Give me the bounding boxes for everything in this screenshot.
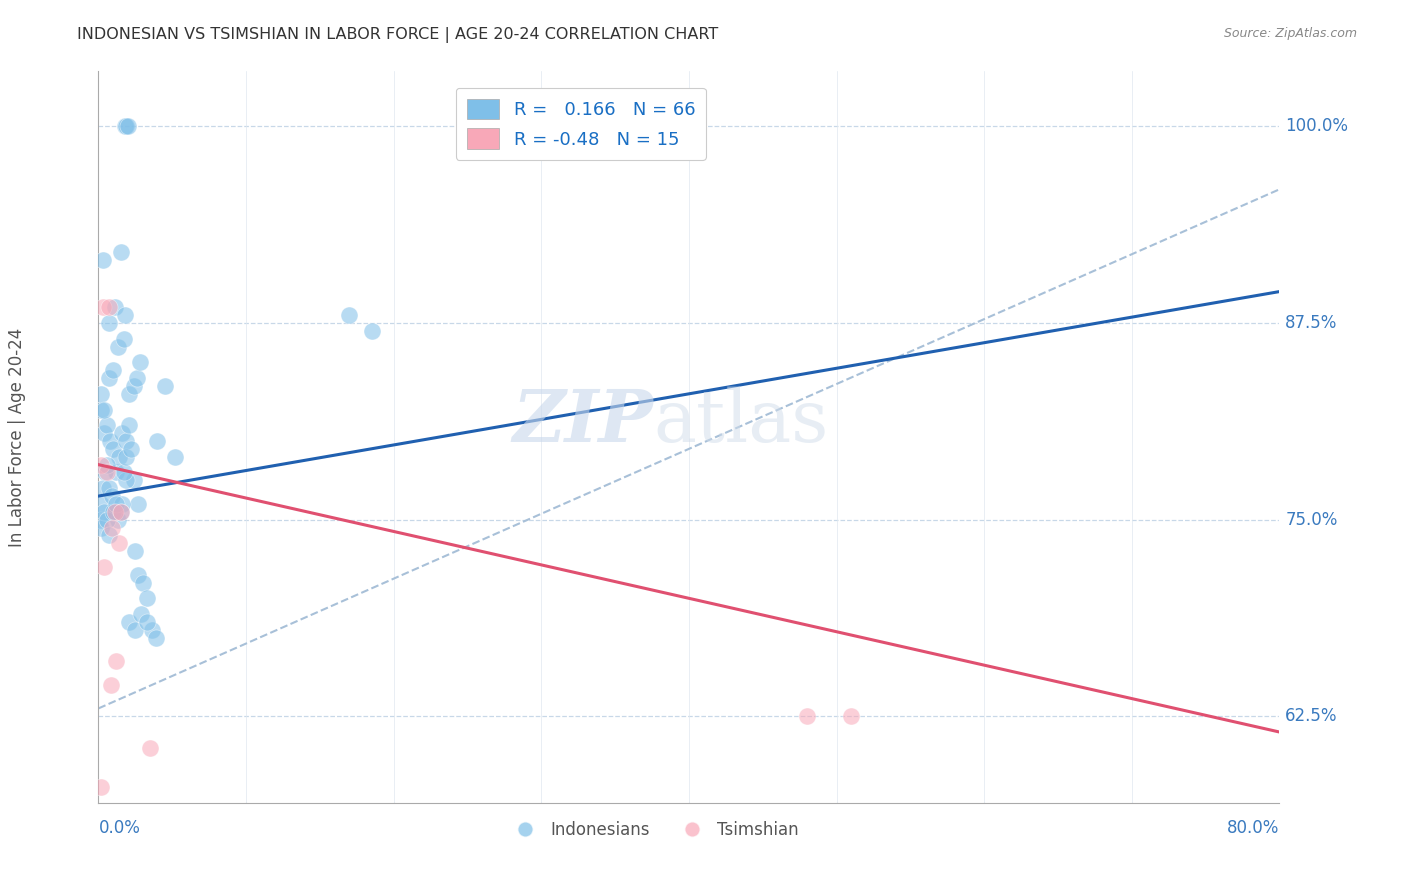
Point [360, 324, 382, 338]
Text: INDONESIAN VS TSIMSHIAN IN LABOR FORCE | AGE 20-24 CORRELATION CHART: INDONESIAN VS TSIMSHIAN IN LABOR FORCE |… [77, 27, 718, 43]
Point [100, 489, 122, 503]
Point [91, 301, 114, 315]
Point [127, 497, 149, 511]
Text: 80.0%: 80.0% [1227, 819, 1279, 837]
Point [112, 332, 135, 346]
Text: 62.5%: 62.5% [1285, 707, 1339, 725]
Point [93, 426, 115, 441]
Point [139, 740, 162, 755]
Point [153, 379, 176, 393]
Point [97, 316, 120, 330]
Point [132, 575, 155, 590]
Point [117, 120, 139, 134]
Point [111, 426, 134, 441]
Text: In Labor Force | Age 20-24: In Labor Force | Age 20-24 [8, 327, 27, 547]
Text: 0.0%: 0.0% [98, 819, 141, 837]
Point [100, 678, 122, 692]
Point [105, 466, 128, 480]
Legend: Indonesians, Tsimshian: Indonesians, Tsimshian [502, 814, 804, 846]
Point [122, 473, 145, 487]
Text: 100.0%: 100.0% [1285, 118, 1348, 136]
Point [115, 473, 138, 487]
Point [93, 402, 115, 417]
Point [136, 591, 159, 606]
Point [112, 466, 135, 480]
Point [103, 442, 125, 456]
Point [108, 536, 131, 550]
Text: Source: ZipAtlas.com: Source: ZipAtlas.com [1223, 27, 1357, 40]
Point [103, 505, 125, 519]
Point [114, 120, 136, 134]
Point [118, 387, 141, 401]
Point [90, 780, 112, 794]
Point [97, 301, 120, 315]
Point [90, 402, 112, 417]
Point [94, 466, 117, 480]
Point [90, 520, 112, 534]
Point [93, 559, 115, 574]
Point [96, 466, 118, 480]
Point [129, 607, 152, 621]
Point [91, 481, 114, 495]
Point [124, 623, 146, 637]
Point [110, 245, 132, 260]
Point [110, 505, 132, 519]
Point [93, 505, 115, 519]
Point [146, 434, 169, 448]
Point [141, 623, 163, 637]
Point [96, 513, 118, 527]
Point [110, 505, 132, 519]
Text: ZIP: ZIP [513, 386, 654, 457]
Point [89, 513, 111, 527]
Point [90, 497, 112, 511]
Point [114, 308, 136, 322]
Point [120, 442, 142, 456]
Point [105, 654, 128, 668]
Point [122, 379, 145, 393]
Point [127, 567, 149, 582]
Point [104, 301, 127, 315]
Point [136, 615, 159, 629]
Point [98, 481, 121, 495]
Point [108, 450, 131, 464]
Point [128, 355, 150, 369]
Text: 75.0%: 75.0% [1285, 510, 1337, 529]
Point [339, 308, 361, 322]
Point [111, 497, 134, 511]
Point [165, 450, 187, 464]
Point [104, 505, 127, 519]
Point [124, 544, 146, 558]
Point [90, 458, 112, 472]
Point [105, 497, 128, 511]
Point [115, 450, 138, 464]
Point [841, 709, 863, 723]
Point [101, 520, 124, 534]
Point [118, 418, 141, 433]
Point [96, 418, 118, 433]
Point [115, 434, 138, 448]
Point [125, 371, 148, 385]
Point [91, 253, 114, 268]
Point [115, 120, 138, 134]
Point [98, 528, 121, 542]
Point [796, 709, 818, 723]
Point [98, 434, 121, 448]
Point [118, 615, 141, 629]
Point [103, 363, 125, 377]
Point [107, 340, 129, 354]
Point [107, 513, 129, 527]
Point [97, 371, 120, 385]
Point [90, 387, 112, 401]
Point [145, 631, 167, 645]
Point [96, 458, 118, 472]
Text: 87.5%: 87.5% [1285, 314, 1337, 332]
Text: atlas: atlas [654, 386, 830, 457]
Point [104, 505, 127, 519]
